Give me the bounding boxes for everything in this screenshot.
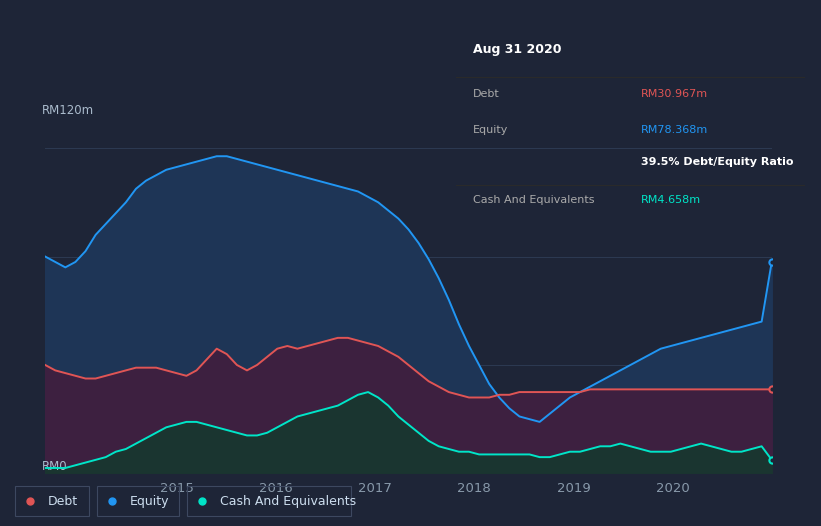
Text: RM78.368m: RM78.368m [640, 125, 708, 135]
Text: RM4.658m: RM4.658m [640, 195, 700, 205]
Text: RM30.967m: RM30.967m [640, 89, 708, 99]
Text: Debt: Debt [48, 494, 78, 508]
Text: Cash And Equivalents: Cash And Equivalents [473, 195, 594, 205]
Text: Cash And Equivalents: Cash And Equivalents [220, 494, 356, 508]
Text: Debt: Debt [473, 89, 500, 99]
Text: Equity: Equity [473, 125, 508, 135]
Text: Aug 31 2020: Aug 31 2020 [473, 43, 562, 56]
Text: RM0: RM0 [42, 460, 67, 473]
Text: RM120m: RM120m [42, 105, 94, 117]
Text: 39.5% Debt/Equity Ratio: 39.5% Debt/Equity Ratio [640, 157, 793, 167]
Text: Equity: Equity [130, 494, 169, 508]
